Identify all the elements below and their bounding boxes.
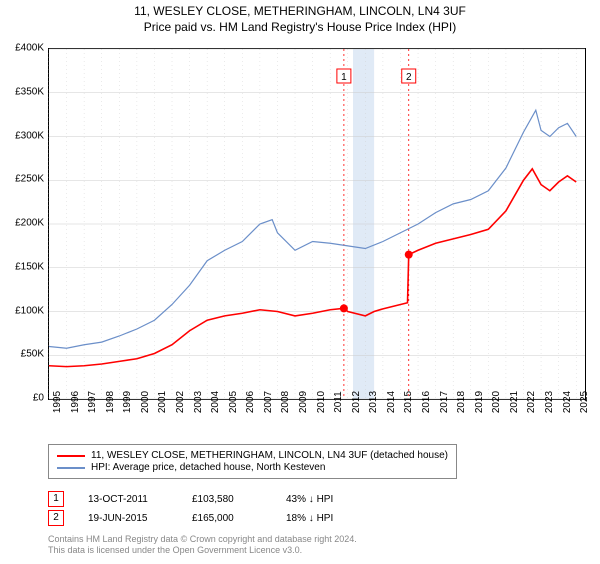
- chart-title: 11, WESLEY CLOSE, METHERINGHAM, LINCOLN,…: [0, 4, 600, 18]
- x-axis-tick: 2001: [157, 391, 168, 413]
- y-axis-tick: £100K: [4, 305, 44, 316]
- y-axis-tick: £150K: [4, 261, 44, 272]
- x-axis-tick: 2000: [140, 391, 151, 413]
- y-axis-tick: £0: [4, 393, 44, 404]
- legend-label: 11, WESLEY CLOSE, METHERINGHAM, LINCOLN,…: [91, 450, 448, 461]
- legend-item: 11, WESLEY CLOSE, METHERINGHAM, LINCOLN,…: [57, 450, 448, 461]
- y-axis-tick: £300K: [4, 130, 44, 141]
- x-axis-tick: 2012: [351, 391, 362, 413]
- x-axis-tick: 2021: [509, 391, 520, 413]
- sale-price: £103,580: [192, 494, 262, 505]
- x-axis-tick: 2016: [421, 391, 432, 413]
- x-axis-tick: 2003: [193, 391, 204, 413]
- chart-subtitle: Price paid vs. HM Land Registry's House …: [0, 20, 600, 34]
- y-axis-tick: £250K: [4, 174, 44, 185]
- x-axis-tick: 2002: [175, 391, 186, 413]
- x-axis-tick: 2008: [280, 391, 291, 413]
- x-axis-tick: 2014: [386, 391, 397, 413]
- x-axis-tick: 2013: [368, 391, 379, 413]
- x-axis-tick: 2019: [474, 391, 485, 413]
- sale-marker-icon: 1: [48, 491, 64, 507]
- x-axis-tick: 1996: [70, 391, 81, 413]
- legend: 11, WESLEY CLOSE, METHERINGHAM, LINCOLN,…: [48, 444, 457, 479]
- sale-diff: 18% ↓ HPI: [286, 513, 333, 524]
- x-axis-tick: 2007: [263, 391, 274, 413]
- svg-text:2: 2: [406, 72, 412, 83]
- x-axis-tick: 2018: [456, 391, 467, 413]
- x-axis-tick: 2023: [544, 391, 555, 413]
- x-axis-tick: 2025: [579, 391, 590, 413]
- x-axis-tick: 2009: [298, 391, 309, 413]
- y-axis-tick: £50K: [4, 349, 44, 360]
- x-axis-tick: 1995: [52, 391, 63, 413]
- x-axis-tick: 2024: [562, 391, 573, 413]
- x-axis-tick: 2010: [316, 391, 327, 413]
- sale-date: 19-JUN-2015: [88, 513, 168, 524]
- x-axis-tick: 2017: [439, 391, 450, 413]
- x-axis-tick: 2022: [526, 391, 537, 413]
- x-axis-tick: 2005: [228, 391, 239, 413]
- x-axis-tick: 1999: [122, 391, 133, 413]
- x-axis-tick: 1997: [87, 391, 98, 413]
- sale-marker-icon: 2: [48, 510, 64, 526]
- legend-item: HPI: Average price, detached house, Nort…: [57, 462, 448, 473]
- sale-row: 2 19-JUN-2015 £165,000 18% ↓ HPI: [48, 510, 333, 526]
- x-axis-tick: 2004: [210, 391, 221, 413]
- sales-table: 1 13-OCT-2011 £103,580 43% ↓ HPI 2 19-JU…: [48, 488, 333, 529]
- y-axis-tick: £200K: [4, 218, 44, 229]
- y-axis-tick: £350K: [4, 86, 44, 97]
- sale-date: 13-OCT-2011: [88, 494, 168, 505]
- legend-label: HPI: Average price, detached house, Nort…: [91, 462, 325, 473]
- sale-diff: 43% ↓ HPI: [286, 494, 333, 505]
- x-axis-tick: 2020: [491, 391, 502, 413]
- x-axis-tick: 2006: [245, 391, 256, 413]
- sale-row: 1 13-OCT-2011 £103,580 43% ↓ HPI: [48, 491, 333, 507]
- x-axis-tick: 2011: [333, 391, 344, 413]
- svg-text:1: 1: [341, 72, 347, 83]
- footer-attribution: Contains HM Land Registry data © Crown c…: [48, 534, 357, 556]
- y-axis-tick: £400K: [4, 43, 44, 54]
- x-axis-tick: 2015: [403, 391, 414, 413]
- sale-price: £165,000: [192, 513, 262, 524]
- x-axis-tick: 1998: [105, 391, 116, 413]
- chart-plot-area: 12: [48, 48, 586, 400]
